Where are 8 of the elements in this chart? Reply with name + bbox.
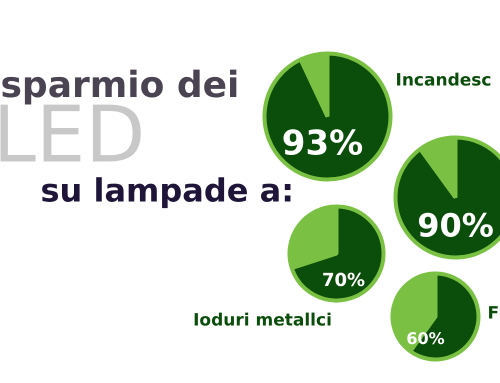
data-label: 90% — [417, 206, 494, 244]
text: F — [488, 304, 500, 324]
data-label: 60% — [406, 329, 445, 348]
text: Ioduri metallci — [193, 310, 332, 330]
data-label: 70% — [322, 270, 366, 291]
data-label: 93% — [282, 124, 364, 164]
text: Incandesc — [396, 70, 492, 90]
text: su lampade a: — [40, 172, 294, 210]
